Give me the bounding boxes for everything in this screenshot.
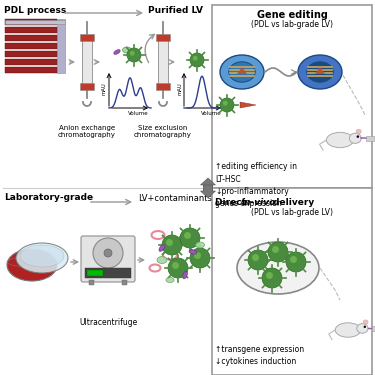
Text: delivery: delivery (270, 198, 314, 207)
Circle shape (357, 135, 359, 138)
Circle shape (286, 252, 306, 272)
Text: LV+contaminants: LV+contaminants (138, 194, 212, 203)
Bar (5, 67, 57, 73)
Text: Gene editing: Gene editing (256, 10, 327, 20)
Circle shape (162, 235, 182, 255)
Circle shape (220, 98, 234, 112)
Bar (5, 59, 57, 65)
Ellipse shape (335, 323, 361, 337)
Bar (5, 35, 57, 41)
Ellipse shape (326, 132, 354, 148)
Ellipse shape (166, 278, 174, 282)
Circle shape (223, 101, 228, 106)
Polygon shape (315, 67, 325, 74)
Ellipse shape (298, 55, 342, 89)
Ellipse shape (350, 133, 361, 143)
Ellipse shape (363, 320, 368, 324)
Circle shape (104, 249, 112, 257)
Text: Anion exchange
chromatography: Anion exchange chromatography (58, 125, 116, 138)
Circle shape (190, 53, 204, 67)
Ellipse shape (356, 129, 361, 134)
Bar (212, 188, 372, 375)
Circle shape (190, 248, 210, 268)
Circle shape (93, 238, 123, 268)
Circle shape (266, 272, 273, 279)
Text: mAU: mAU (177, 82, 182, 95)
Polygon shape (237, 67, 247, 74)
Ellipse shape (159, 244, 165, 251)
Bar (158, 37, 168, 87)
Circle shape (180, 228, 200, 248)
Text: Ultracentrifuge: Ultracentrifuge (79, 318, 137, 327)
Circle shape (166, 239, 173, 246)
Circle shape (172, 262, 179, 269)
Circle shape (168, 258, 188, 278)
Bar (156, 34, 170, 41)
Ellipse shape (183, 271, 188, 279)
Text: PDL process: PDL process (4, 6, 66, 15)
Text: ↑transgene expression
↓cytokines induction: ↑transgene expression ↓cytokines inducti… (215, 345, 304, 366)
Ellipse shape (7, 249, 57, 281)
Text: Volume: Volume (201, 111, 222, 116)
Circle shape (127, 48, 141, 62)
Circle shape (184, 232, 191, 239)
Text: Size exclusion
chromatography: Size exclusion chromatography (134, 125, 192, 138)
Bar (80, 34, 94, 41)
Circle shape (252, 254, 259, 261)
Bar (122, 280, 127, 285)
Bar (85, 268, 131, 278)
Bar (57, 19, 65, 73)
Circle shape (268, 242, 288, 262)
Bar (5, 20, 65, 24)
Bar (89, 280, 94, 285)
Ellipse shape (157, 256, 167, 264)
Bar (87, 270, 103, 276)
Text: mAU: mAU (102, 82, 107, 95)
Bar (156, 83, 170, 90)
Circle shape (364, 326, 366, 328)
Circle shape (193, 56, 198, 61)
Circle shape (290, 256, 297, 263)
Text: Purified LV: Purified LV (148, 6, 203, 15)
Circle shape (194, 252, 201, 259)
Bar (5, 43, 57, 49)
Circle shape (248, 250, 268, 270)
Bar (212, 5, 372, 188)
FancyArrow shape (201, 178, 216, 191)
Ellipse shape (123, 47, 132, 53)
Ellipse shape (307, 62, 333, 82)
Ellipse shape (195, 242, 204, 248)
Text: Volume: Volume (128, 111, 149, 116)
Ellipse shape (114, 50, 120, 54)
Circle shape (262, 268, 282, 288)
Text: (PDL vs lab-grade LV): (PDL vs lab-grade LV) (251, 208, 333, 217)
Text: ↑editing efficiency in
LT-HSC
↓pro-inflammatory
genes expression: ↑editing efficiency in LT-HSC ↓pro-infla… (215, 162, 297, 209)
Bar (5, 19, 57, 25)
Circle shape (130, 51, 135, 56)
Text: Laboratory-grade: Laboratory-grade (4, 193, 93, 202)
Ellipse shape (189, 250, 197, 254)
Bar (5, 51, 57, 57)
Ellipse shape (16, 243, 68, 273)
Bar (80, 83, 94, 90)
Ellipse shape (237, 242, 319, 294)
Circle shape (272, 246, 279, 253)
FancyBboxPatch shape (81, 236, 135, 282)
Ellipse shape (229, 62, 255, 82)
Bar (82, 37, 92, 87)
Ellipse shape (357, 324, 368, 333)
Ellipse shape (220, 55, 264, 89)
Text: Direct: Direct (215, 198, 249, 207)
Text: (PDL vs lab-grade LV): (PDL vs lab-grade LV) (251, 20, 333, 29)
Bar (372, 326, 375, 331)
Bar (366, 136, 374, 141)
FancyArrow shape (201, 185, 216, 198)
Ellipse shape (20, 245, 64, 267)
Text: in-vivo: in-vivo (242, 198, 276, 207)
Bar (5, 27, 57, 33)
Polygon shape (240, 102, 256, 108)
